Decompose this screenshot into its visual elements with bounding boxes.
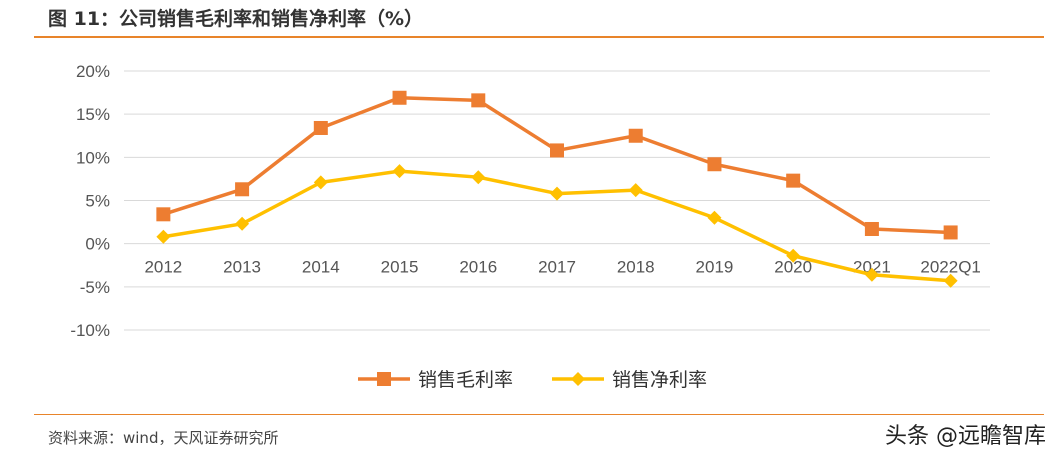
y-tick-label: 10% (76, 148, 110, 167)
chart-title: 图 11：公司销售毛利率和销售净利率（%） (48, 8, 424, 30)
y-tick-label: 0% (85, 235, 110, 254)
data-point (628, 128, 643, 143)
data-point (156, 229, 171, 244)
data-point (392, 164, 407, 179)
data-point (471, 93, 486, 108)
x-tick-label: 2016 (459, 258, 497, 277)
x-tick-label: 2020 (774, 258, 812, 277)
legend: 销售毛利率 销售净利率 (358, 369, 707, 391)
series-2 (156, 164, 958, 288)
y-tick-label: 15% (76, 105, 110, 124)
y-tick-label: 20% (76, 62, 110, 81)
series-lines (156, 90, 958, 288)
x-tick-label: 2017 (538, 258, 576, 277)
data-point (235, 182, 250, 197)
data-point (864, 267, 879, 282)
x-tick-label: 2019 (696, 258, 734, 277)
data-point (235, 216, 250, 231)
data-point (550, 143, 564, 158)
data-point (786, 173, 801, 188)
data-point (707, 157, 722, 172)
data-point (943, 273, 958, 288)
legend-marker (571, 372, 585, 386)
legend-label: 销售毛利率 (418, 369, 513, 391)
data-point (550, 186, 564, 201)
data-point (471, 170, 486, 185)
data-point (864, 221, 879, 236)
data-point (313, 175, 328, 190)
data-point (313, 120, 328, 135)
data-point (786, 248, 801, 263)
watermark: 头条 @远瞻智库 (885, 424, 1046, 449)
data-point (392, 90, 407, 105)
data-point (156, 207, 171, 222)
series-line (162, 96, 951, 235)
legend-label: 销售净利率 (612, 369, 707, 391)
x-tick-label: 2015 (381, 258, 419, 277)
title-divider (34, 36, 1044, 38)
source-note: 资料来源：wind，天风证券研究所 (48, 429, 279, 447)
data-point (628, 183, 643, 198)
x-tick-label: 2014 (302, 258, 340, 277)
footer-divider (34, 414, 1044, 415)
series-1 (156, 90, 958, 240)
data-point (707, 210, 722, 225)
x-tick-label: 2012 (144, 258, 182, 277)
legend-marker (377, 372, 391, 386)
data-point (943, 225, 958, 240)
x-tick-label: 2013 (223, 258, 261, 277)
x-axis-ticks: 2012 2013 2014 2015 2016 2017 2018 2019 2020 2021… (144, 258, 980, 277)
y-tick-label: -5% (80, 278, 110, 297)
x-tick-label: 2022Q1 (920, 258, 981, 277)
y-axis-ticks: 20% 15% 10% 5% 0% -5% -10% (70, 62, 110, 340)
x-tick-label: 2018 (617, 258, 655, 277)
y-tick-label: -10% (70, 321, 110, 340)
y-tick-label: 5% (85, 192, 110, 211)
